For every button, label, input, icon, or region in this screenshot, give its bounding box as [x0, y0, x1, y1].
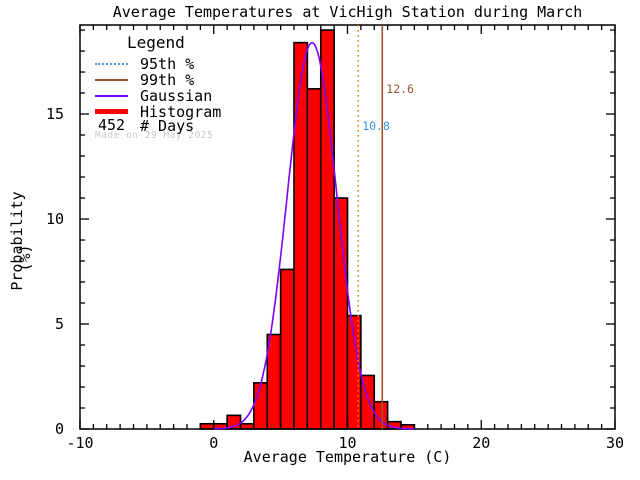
gaussian-curve — [213, 42, 415, 430]
histogram-bar — [279, 268, 295, 430]
histogram-bar — [319, 29, 335, 430]
legend-item-label: Gaussian — [140, 87, 213, 105]
days-label: # Days — [140, 117, 195, 135]
x-tick-label: 20 — [472, 434, 491, 452]
p99-value-label: 12.6 — [386, 82, 414, 96]
chart-title: Average Temperatures at VicHigh Station … — [112, 3, 583, 21]
p99-line-sample-icon — [95, 79, 128, 81]
histogram-bar — [199, 422, 215, 430]
y-tick-label: 10 — [45, 210, 64, 229]
y-axis-label-units: (%) — [16, 244, 34, 272]
legend-title: Legend — [127, 33, 185, 52]
legend-item-label: 99th % — [140, 71, 195, 89]
histogram-bar — [239, 422, 255, 430]
x-tick-label: 0 — [209, 434, 219, 452]
histogram-bar — [346, 314, 362, 430]
days-count: 452 — [97, 116, 126, 134]
x-axis-label: Average Temperature (C) — [243, 448, 452, 466]
y-tick-label: 15 — [45, 105, 64, 124]
histogram-bar — [293, 41, 309, 430]
p95-line-sample-icon — [95, 63, 128, 65]
legend-item-label: Histogram — [140, 103, 222, 121]
histogram-line-sample-icon — [95, 109, 128, 114]
legend-item-label: 95th % — [140, 55, 195, 73]
histogram-bar — [253, 382, 269, 430]
x-tick-label: 30 — [605, 434, 625, 452]
x-tick-label: 10 — [338, 434, 357, 452]
histogram-bar — [266, 333, 282, 430]
p95-value-label: 10.8 — [362, 119, 390, 133]
histogram-bar — [306, 88, 322, 430]
x-tick-label: -10 — [66, 434, 94, 452]
date-stamp: Made on 29 May 2025 — [95, 130, 214, 141]
gaussian-line-sample-icon — [95, 95, 128, 97]
y-tick-label: 5 — [54, 315, 64, 333]
y-tick-label: 0 — [54, 420, 64, 438]
